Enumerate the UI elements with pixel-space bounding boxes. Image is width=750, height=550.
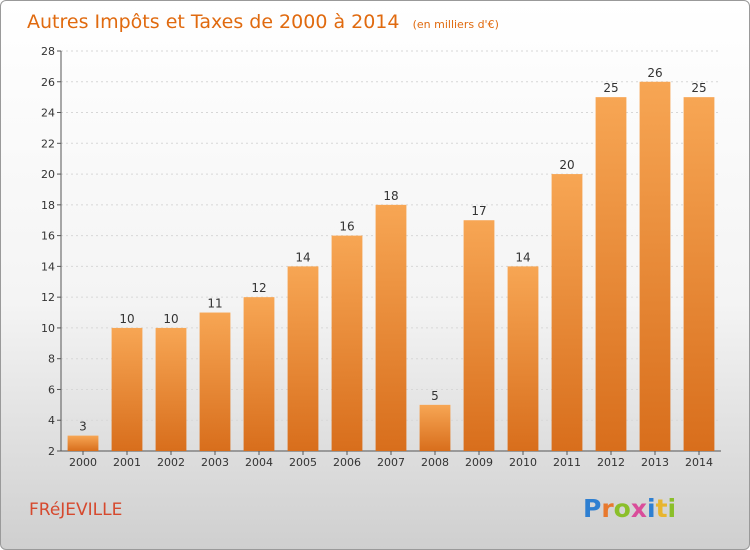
bar-value-label: 25 xyxy=(691,81,706,95)
bar-value-label: 14 xyxy=(295,250,310,264)
value-labels: 3 10 10 11 12 14 16 18 5 17 14 20 25 26 25 xyxy=(79,66,706,434)
y-tick-label: 2 xyxy=(48,445,55,458)
x-tick-label: 2013 xyxy=(641,456,669,469)
bar xyxy=(463,220,495,451)
bar xyxy=(243,297,275,451)
bar-value-label: 14 xyxy=(515,250,530,264)
bar-value-label: 17 xyxy=(471,204,486,218)
bar xyxy=(639,81,671,452)
x-tick-label: 2011 xyxy=(553,456,581,469)
x-tick-label: 2002 xyxy=(157,456,185,469)
x-tick-label: 2000 xyxy=(69,456,97,469)
y-tick-label: 10 xyxy=(41,322,55,335)
bar xyxy=(595,97,627,452)
bar xyxy=(199,312,231,451)
x-tick-label: 2001 xyxy=(113,456,141,469)
bar-value-label: 10 xyxy=(119,312,134,326)
chart-title: Autres Impôts et Taxes de 2000 à 2014 (e… xyxy=(27,11,499,33)
bar xyxy=(331,235,363,451)
y-tick-label: 12 xyxy=(41,291,55,304)
y-tick-label: 24 xyxy=(41,107,55,120)
logo-letter: r xyxy=(601,494,614,523)
bar xyxy=(375,204,407,451)
bar-value-label: 20 xyxy=(559,158,574,172)
x-tick-label: 2014 xyxy=(685,456,713,469)
commune-name: FRéJEVILLE xyxy=(29,500,122,520)
x-tick-label: 2009 xyxy=(465,456,493,469)
y-tick-label: 28 xyxy=(41,45,55,58)
y-tick-label: 20 xyxy=(41,168,55,181)
bar xyxy=(551,174,583,452)
logo-letter: o xyxy=(614,494,631,523)
bar-value-label: 10 xyxy=(163,312,178,326)
bars xyxy=(67,81,715,452)
y-tick-label: 16 xyxy=(41,230,55,243)
bar-value-label: 26 xyxy=(647,66,662,80)
x-tick-label: 2004 xyxy=(245,456,273,469)
x-tick-labels: 2000 2001 2002 2003 2004 2005 2006 2007 2008 2009… xyxy=(69,456,713,469)
logo-letter: i xyxy=(647,494,656,523)
y-tick-label: 14 xyxy=(41,260,55,273)
bar-value-label: 11 xyxy=(207,297,222,311)
chart-title-unit: (en milliers d'€) xyxy=(413,18,499,31)
bar-value-label: 12 xyxy=(251,281,266,295)
logo-letter: t xyxy=(656,494,668,523)
x-tick-label: 2008 xyxy=(421,456,449,469)
x-tick-label: 2012 xyxy=(597,456,625,469)
bar-value-label: 25 xyxy=(603,81,618,95)
bar-value-label: 3 xyxy=(79,420,87,434)
bar xyxy=(111,327,143,451)
logo-letter: x xyxy=(631,494,647,523)
x-tick-label: 2007 xyxy=(377,456,405,469)
bar xyxy=(155,327,187,451)
y-tick-label: 8 xyxy=(48,353,55,366)
bar xyxy=(683,97,715,452)
chart-title-main: Autres Impôts et Taxes de 2000 à 2014 xyxy=(27,11,400,33)
x-tick-label: 2010 xyxy=(509,456,537,469)
y-tick-label: 18 xyxy=(41,199,55,212)
y-tick-label: 26 xyxy=(41,76,55,89)
y-tick-label: 22 xyxy=(41,137,55,150)
bar xyxy=(67,435,99,451)
bar-value-label: 16 xyxy=(339,220,354,234)
bar-value-label: 5 xyxy=(431,389,439,403)
proxiti-logo: Proxiti xyxy=(583,494,676,523)
bar-value-label: 18 xyxy=(383,189,398,203)
bar xyxy=(507,266,539,451)
bar xyxy=(287,266,319,451)
y-tick-label: 6 xyxy=(48,383,55,396)
logo-letter: P xyxy=(583,494,601,523)
y-tick-label: 4 xyxy=(48,414,55,427)
x-tick-label: 2003 xyxy=(201,456,229,469)
x-tick-label: 2005 xyxy=(289,456,317,469)
x-tick-label: 2006 xyxy=(333,456,361,469)
bar xyxy=(419,404,451,451)
logo-letter: i xyxy=(668,494,677,523)
